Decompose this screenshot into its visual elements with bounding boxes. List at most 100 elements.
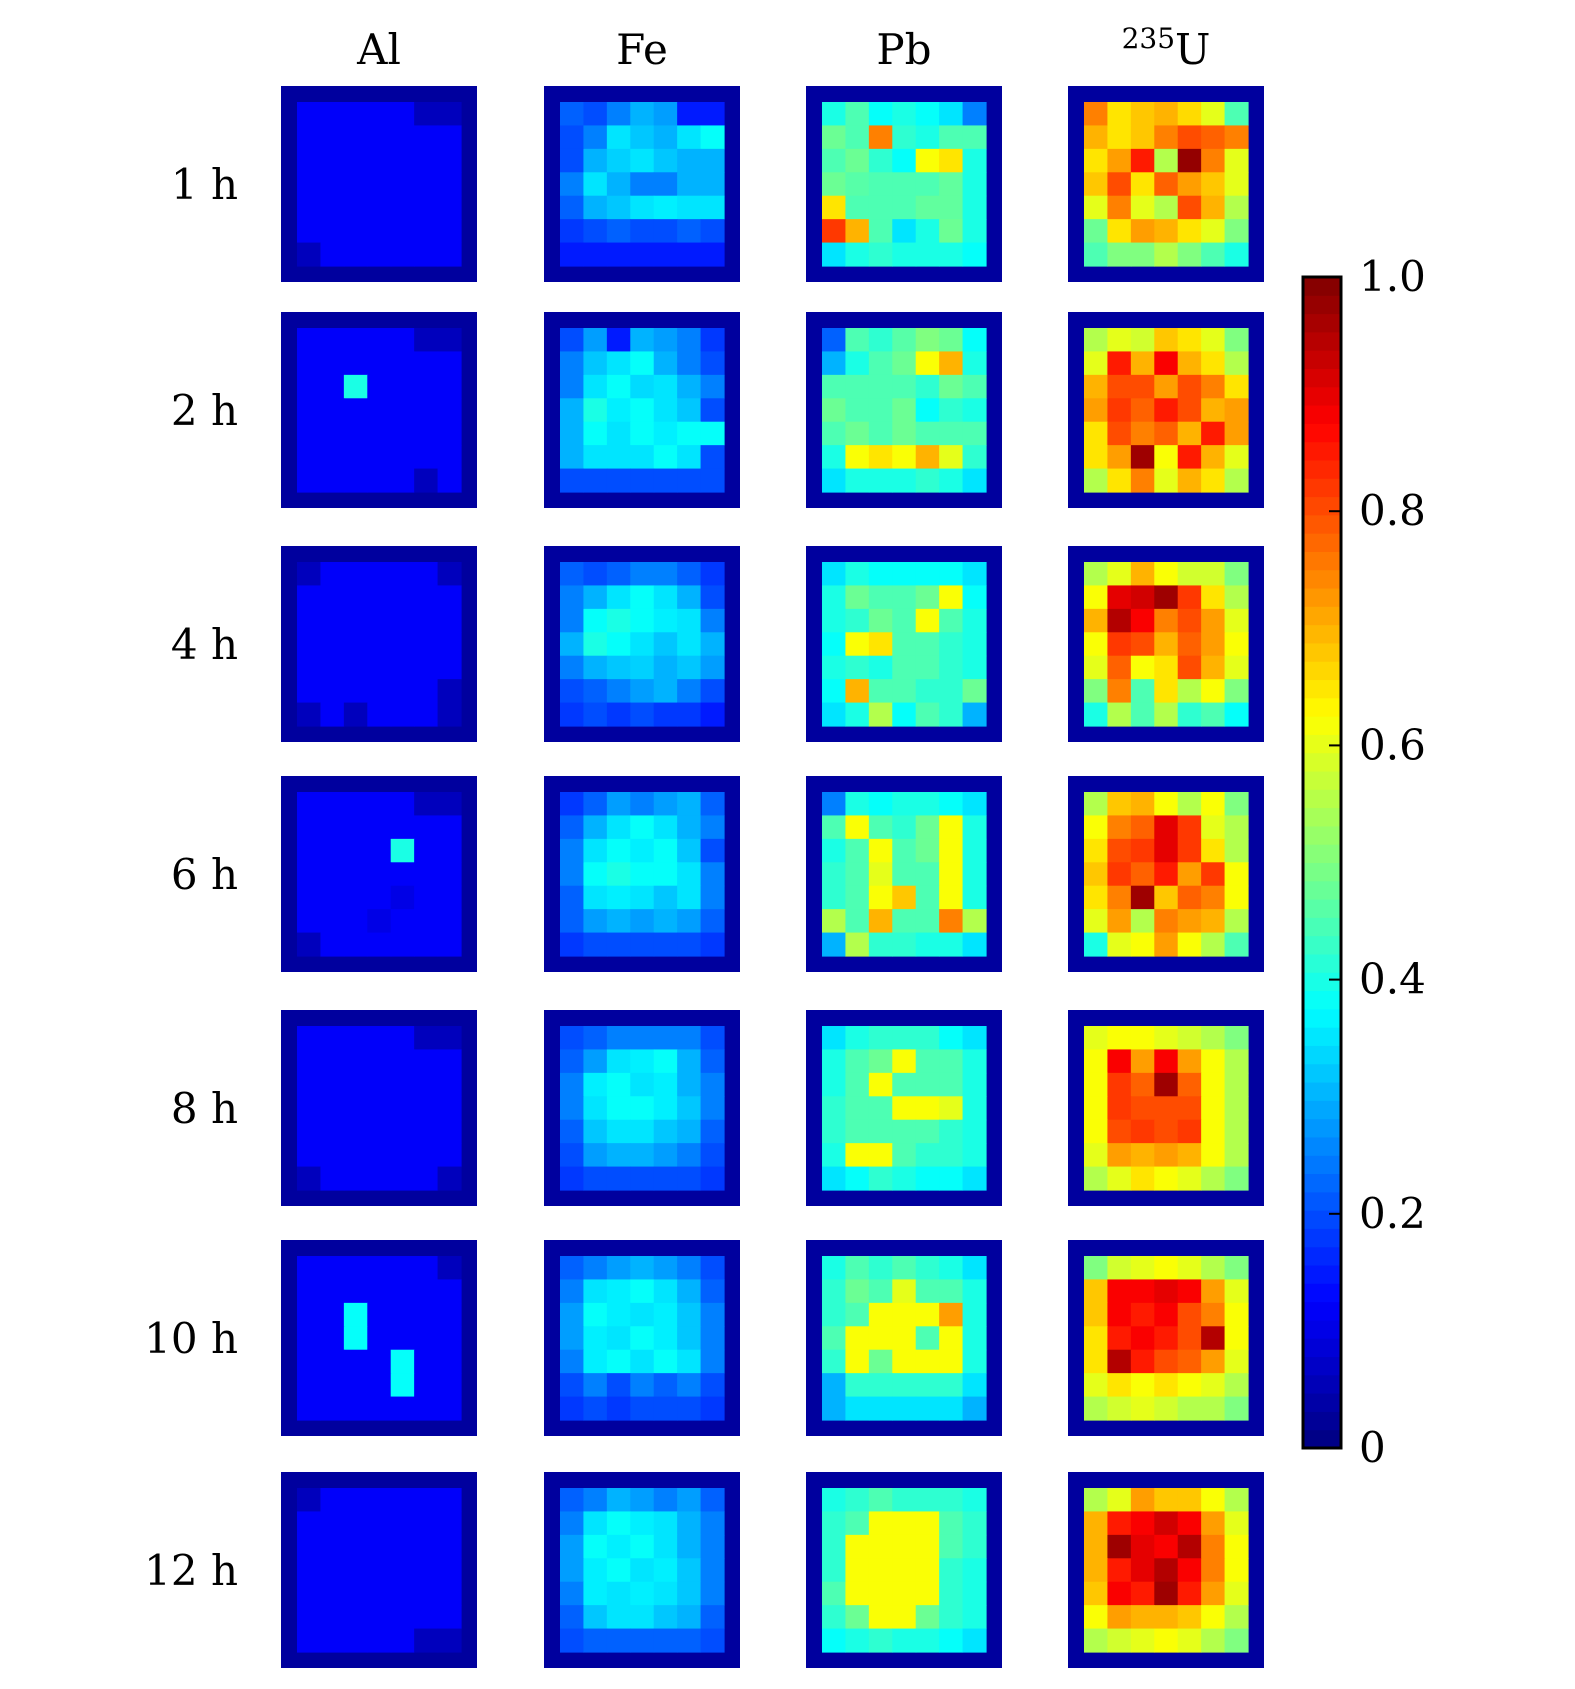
heatmap-cell	[868, 195, 893, 220]
heatmap-cell	[1130, 125, 1155, 150]
heatmap-cell	[320, 102, 345, 127]
heatmap-cell	[939, 1166, 964, 1191]
colorbar-segment	[1303, 844, 1341, 863]
heatmap-cell	[1201, 1049, 1226, 1074]
heatmap-cell	[822, 1119, 847, 1144]
heatmap-cell	[868, 172, 893, 197]
heatmap-cell	[1177, 1143, 1202, 1168]
heatmap-cell	[915, 1628, 940, 1653]
heatmap-cell	[868, 1326, 893, 1351]
heatmap-cell	[677, 679, 702, 704]
heatmap-cell	[1224, 1026, 1249, 1051]
heatmap-cell	[320, 1558, 345, 1583]
heatmap-cell	[677, 815, 702, 840]
heatmap-cell	[343, 815, 368, 840]
heatmap-cell	[414, 172, 439, 197]
heatmap-cell	[915, 148, 940, 173]
colorbar-segment	[1303, 899, 1341, 918]
heatmap-cell	[1084, 1302, 1109, 1327]
heatmap-cell	[606, 1279, 631, 1304]
heatmap-cell	[677, 468, 702, 493]
heatmap-cell	[343, 1349, 368, 1374]
heatmap-cell	[1130, 1511, 1155, 1536]
heatmap-cell	[560, 1534, 585, 1559]
heatmap-cell	[1154, 1373, 1179, 1398]
heatmap-cell	[367, 1349, 392, 1374]
heatmap-cell	[677, 1119, 702, 1144]
heatmap-cell	[343, 1326, 368, 1351]
heatmap-cell	[700, 1096, 725, 1121]
heatmap-cell	[1177, 1628, 1202, 1653]
heatmap-cell	[583, 815, 608, 840]
heatmap-cell	[845, 172, 870, 197]
heatmap-cell	[700, 102, 725, 127]
heatmap-cell	[822, 148, 847, 173]
heatmap-cell	[437, 1558, 462, 1583]
heatmap-cell	[1107, 102, 1132, 127]
heatmap-cell	[390, 1166, 415, 1191]
heatmap-cell	[583, 1534, 608, 1559]
heatmap-cell	[915, 862, 940, 887]
heatmap-cell	[1107, 1349, 1132, 1374]
heatmap-cell	[822, 1628, 847, 1653]
heatmap-cell	[297, 468, 322, 493]
heatmap-cell	[939, 1349, 964, 1374]
heatmap-cell	[1130, 219, 1155, 244]
heatmap-panel-fe-2h	[544, 312, 740, 508]
heatmap-cell	[1084, 815, 1109, 840]
heatmap-cell	[915, 398, 940, 423]
heatmap-cell	[630, 562, 655, 587]
heatmap-cell	[630, 1166, 655, 1191]
heatmap-cell	[606, 1396, 631, 1421]
heatmap-cell	[560, 562, 585, 587]
heatmap-cell	[390, 1511, 415, 1536]
colorbar-segment	[1303, 331, 1341, 351]
heatmap-cell	[1201, 445, 1226, 470]
heatmap-cell	[892, 195, 917, 220]
heatmap-cell	[297, 1511, 322, 1536]
heatmap-cell	[297, 655, 322, 680]
colorbar-segment	[1303, 386, 1341, 406]
heatmap-cell	[343, 398, 368, 423]
heatmap-cell	[1107, 1628, 1132, 1653]
colorbar-segment	[1303, 1155, 1341, 1175]
heatmap-cell	[892, 242, 917, 267]
heatmap-cell	[583, 1326, 608, 1351]
heatmap-cell	[367, 328, 392, 353]
heatmap-cell	[1224, 792, 1249, 817]
heatmap-cell	[414, 1373, 439, 1398]
heatmap-cell	[414, 1302, 439, 1327]
heatmap-cell	[915, 195, 940, 220]
heatmap-cell	[560, 702, 585, 727]
heatmap-cell	[1154, 885, 1179, 910]
heatmap-cell	[915, 585, 940, 610]
heatmap-cell	[653, 1581, 678, 1606]
colorbar-segment	[1303, 807, 1341, 827]
heatmap-cell	[343, 1026, 368, 1051]
heatmap-cell	[560, 1302, 585, 1327]
heatmap-cell	[630, 1049, 655, 1074]
heatmap-cell	[1224, 125, 1249, 150]
heatmap-cell	[437, 932, 462, 957]
heatmap-cell	[437, 862, 462, 887]
heatmap-cell	[962, 1026, 987, 1051]
heatmap-cell	[606, 862, 631, 887]
heatmap-cell	[677, 374, 702, 399]
colorbar-segment	[1303, 350, 1341, 369]
heatmap-cell	[606, 1628, 631, 1653]
heatmap-cell	[1201, 219, 1226, 244]
colorbar-segment	[1303, 661, 1341, 681]
heatmap-cell	[390, 1488, 415, 1513]
heatmap-cell	[297, 1166, 322, 1191]
heatmap-panel-al-6h	[281, 776, 477, 972]
heatmap-cell	[583, 242, 608, 267]
heatmap-cell	[892, 932, 917, 957]
heatmap-cell	[868, 655, 893, 680]
heatmap-cell	[1084, 702, 1109, 727]
heatmap-cell	[962, 1605, 987, 1630]
heatmap-cell	[367, 148, 392, 173]
heatmap-cell	[892, 792, 917, 817]
heatmap-cell	[390, 1326, 415, 1351]
heatmap-cell	[320, 374, 345, 399]
heatmap-cell	[343, 655, 368, 680]
